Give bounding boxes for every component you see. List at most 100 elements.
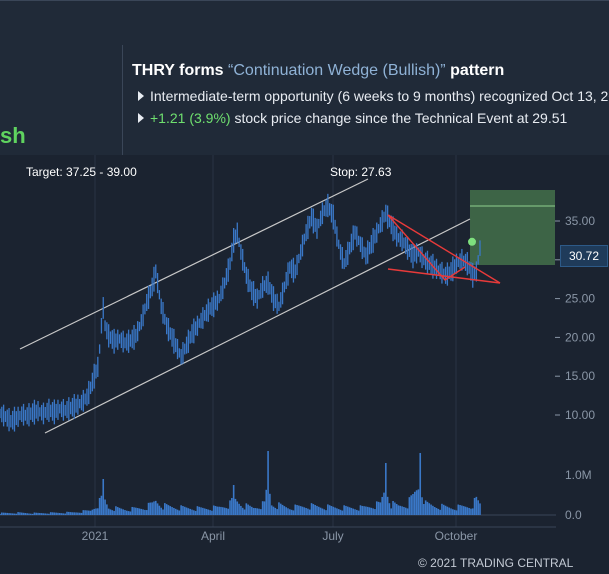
volume-bar: [77, 512, 79, 515]
volume-bar: [345, 505, 347, 515]
ticker-text: THRY forms: [132, 62, 224, 79]
volume-bar: [243, 509, 246, 515]
volume-bar: [35, 512, 38, 515]
volume-bar: [406, 508, 409, 515]
volume-bar: [87, 510, 90, 515]
pattern-title: THRY forms “Continuation Wedge (Bullish)…: [132, 62, 504, 80]
volume-bar: [260, 509, 262, 515]
volume-bar: [95, 508, 97, 515]
volume-bar: [404, 507, 407, 515]
volume-bar: [252, 507, 255, 515]
volume-bar: [151, 502, 153, 515]
volume-bar: [433, 507, 436, 515]
volume-bar: [450, 508, 452, 515]
volume-bar: [350, 507, 353, 515]
volume-bar: [60, 513, 63, 515]
volume-bar: [116, 507, 119, 515]
volume-bar: [10, 513, 12, 515]
volume-bar: [424, 500, 427, 515]
volume-bar: [316, 505, 318, 515]
volume-bar: [115, 506, 117, 515]
volume-bar: [475, 496, 478, 515]
volume-bar: [249, 505, 251, 515]
volume-bar: [227, 508, 230, 515]
volume-axis: 0.0 1.0M: [565, 468, 592, 522]
volume-bar: [448, 507, 451, 515]
volume-bar: [386, 496, 389, 515]
volume-bar: [180, 505, 182, 515]
event-header: [0, 0, 609, 156]
price-tick-label: 10.00: [565, 408, 595, 422]
volume-bar: [365, 506, 367, 515]
volume-bar: [383, 492, 385, 515]
volume-bar: [142, 509, 144, 515]
volume-bar: [276, 509, 278, 515]
volume-bar: [171, 507, 173, 515]
volume-bar: [106, 504, 108, 515]
volume-bar: [31, 513, 34, 515]
volume-bar: [218, 506, 220, 515]
volume-bar: [413, 491, 416, 515]
volume-bar: [466, 507, 469, 515]
volume-bar: [131, 506, 134, 515]
volume-bar: [461, 505, 463, 515]
volume-bar: [412, 494, 414, 515]
volume-bar: [334, 507, 336, 515]
triangle-right-icon: [138, 113, 144, 123]
copyright-text: © 2021 TRADING CENTRAL: [418, 556, 574, 570]
volume-bar: [354, 509, 356, 515]
volume-bar: [113, 510, 115, 515]
volume-bar: [301, 506, 304, 515]
volume-bar: [17, 512, 19, 515]
volume-bar: [40, 513, 43, 515]
target-label: Target: 37.25 - 39.00: [26, 165, 137, 179]
volume-bar: [423, 504, 425, 515]
volume-bar: [319, 507, 322, 515]
volume-bar: [258, 508, 260, 515]
volume-bar: [455, 510, 458, 515]
volume-bar: [343, 505, 345, 515]
volume-bar: [272, 506, 275, 515]
volume-bar: [100, 495, 103, 515]
price-change-line: +1.21 (3.9%) stock price change since th…: [138, 110, 567, 126]
volume-bar: [75, 512, 77, 515]
title-suffix: pattern: [450, 62, 505, 79]
price-tick-label: 35.00: [565, 214, 595, 228]
volume-bar: [182, 506, 184, 515]
volume-bar: [194, 510, 197, 515]
volume-bar: [19, 512, 21, 515]
volume-bar: [216, 506, 219, 515]
volume-tick-label: 1.0M: [565, 468, 592, 482]
volume-bar: [15, 513, 18, 515]
volume-bar: [42, 513, 45, 515]
pattern-name[interactable]: “Continuation Wedge (Bullish)”: [228, 62, 446, 79]
volume-bar: [385, 463, 387, 515]
volume-bar: [479, 503, 481, 515]
volume-bar: [410, 495, 412, 515]
volume-bar: [459, 505, 461, 515]
volume-series: [0, 451, 481, 515]
volume-bar: [312, 504, 315, 515]
volume-bar: [415, 490, 418, 515]
volume-bar: [44, 513, 47, 515]
volume-bar: [129, 511, 132, 515]
volume-bar: [430, 504, 432, 515]
volume-bar: [120, 508, 123, 515]
volume-bar: [346, 506, 349, 515]
volume-bar: [209, 510, 211, 515]
volume-bar: [49, 512, 52, 515]
volume-bar: [212, 505, 215, 515]
price-change-value: +1.21 (3.9%): [150, 110, 231, 126]
volume-bar: [158, 505, 161, 515]
volume-bar: [435, 507, 438, 515]
volume-bar: [477, 500, 479, 515]
volume-bar: [464, 506, 467, 515]
volume-bar: [111, 510, 114, 515]
volume-bar: [310, 503, 313, 515]
volume-bar: [127, 511, 130, 515]
volume-bar: [432, 505, 434, 515]
volume-bar: [299, 506, 302, 515]
volume-bar: [89, 510, 92, 515]
volume-bar: [48, 513, 50, 515]
